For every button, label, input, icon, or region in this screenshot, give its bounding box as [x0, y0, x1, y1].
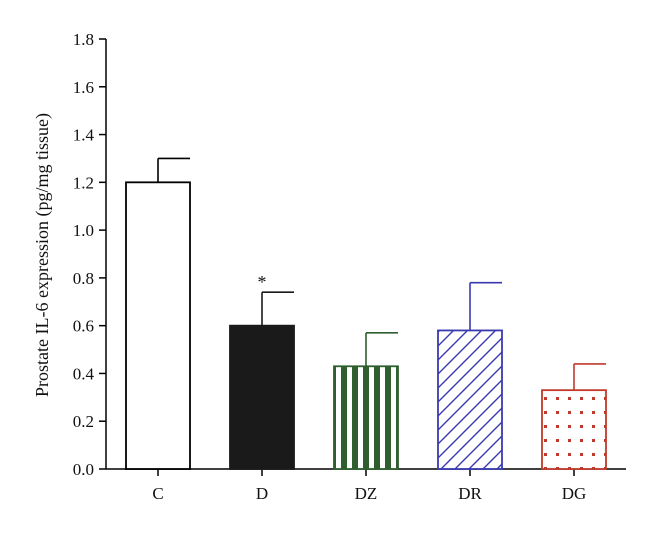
bars-group: * — [125, 157, 607, 470]
y-tick-label: 1.4 — [73, 126, 95, 145]
y-axis: 0.0 0.2 0.4 0.6 0.8 1.0 1.2 1.4 1.6 1.8 — [73, 30, 107, 479]
y-axis-title: Prostate IL-6 expression (pg/mg tissue) — [32, 113, 53, 397]
x-tick-label: C — [152, 484, 163, 503]
y-tick-label: 0.0 — [73, 460, 94, 479]
y-tick-label: 1.0 — [73, 221, 94, 240]
significance-marker: * — [258, 272, 267, 292]
bar-c — [125, 181, 191, 470]
x-tick-label: DZ — [355, 484, 378, 503]
bar-dz — [333, 365, 399, 470]
y-tick-label: 1.6 — [73, 78, 94, 97]
y-tick-label: 0.6 — [73, 317, 94, 336]
x-axis: C D DZ DR DG — [106, 468, 626, 503]
x-tick-label: D — [256, 484, 268, 503]
bar-dg — [541, 389, 607, 470]
y-tick-label: 0.8 — [73, 269, 94, 288]
y-tick-label: 1.2 — [73, 173, 94, 192]
x-tick-label: DR — [458, 484, 482, 503]
y-tick-label: 0.4 — [73, 364, 95, 383]
x-tick-label: DG — [562, 484, 587, 503]
bar-dr — [437, 329, 503, 470]
y-tick-label: 0.2 — [73, 412, 94, 431]
bar-d — [229, 324, 295, 470]
y-tick-label: 1.8 — [73, 30, 94, 49]
